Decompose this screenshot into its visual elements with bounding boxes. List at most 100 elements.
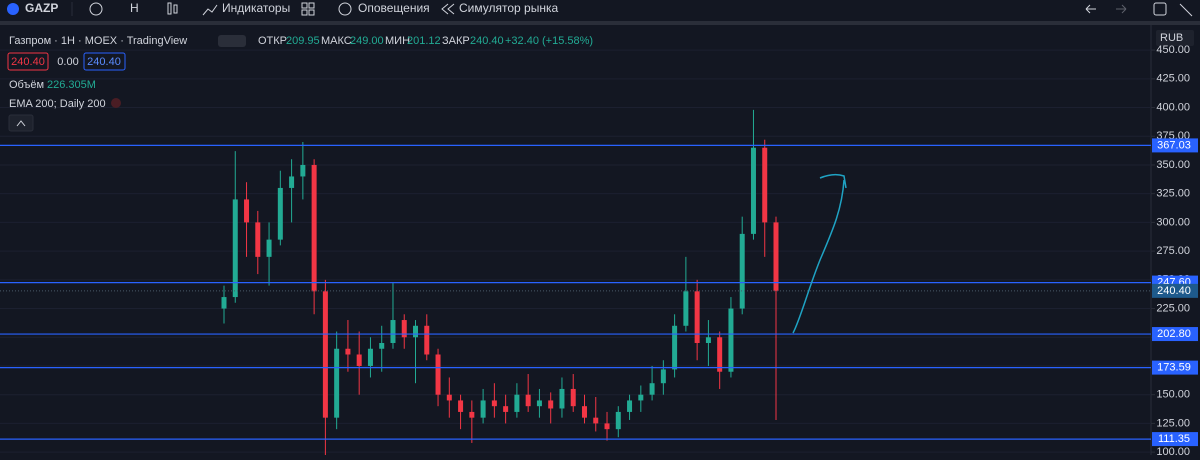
candle-body [424, 325, 430, 355]
low-value: 201.12 [407, 35, 441, 47]
candle-body [255, 222, 261, 257]
redo-button[interactable] [1116, 4, 1127, 14]
y-tick-label: 225.00 [1156, 302, 1190, 314]
candle-body [672, 325, 678, 370]
low-label: МИН [385, 35, 410, 47]
collapse-button[interactable] [8, 114, 34, 132]
candle-body [525, 394, 531, 407]
candle-body [638, 394, 644, 401]
add-button[interactable] [89, 2, 103, 16]
open-value: 209.95 [286, 35, 320, 47]
indicators[interactable]: Индикаторы [222, 1, 290, 15]
volume-value: 226.305M [47, 79, 96, 91]
candle-body [705, 337, 711, 344]
level-box [1152, 327, 1198, 342]
candle-body [277, 187, 283, 240]
toolbar: GAZP H Индикаторы Оповещения Симулятор р… [7, 1, 1193, 17]
legend: Газпром · 1H · MOEX · TradingView ОТКР 2… [7, 30, 1194, 132]
plot [0, 49, 1155, 458]
level-label: 202.80 [1157, 328, 1191, 340]
y-tick-label: 450.00 [1156, 44, 1190, 56]
alerts-icon [338, 2, 352, 16]
candle-body [367, 348, 373, 366]
candle-body [548, 400, 554, 409]
candle-body [322, 291, 328, 418]
y-tick-label: 150.00 [1156, 389, 1190, 401]
currency-box[interactable] [1156, 30, 1194, 46]
templates-button[interactable] [301, 2, 308, 9]
collapse-icon [16, 120, 26, 127]
candle-body [503, 406, 509, 412]
currency: RUB [1160, 32, 1183, 44]
level-label: 367.03 [1157, 139, 1191, 151]
level-box [1152, 360, 1198, 375]
y-tick-label: 125.00 [1156, 417, 1190, 429]
undo-button[interactable] [1085, 4, 1096, 14]
y-tick-label: 275.00 [1156, 245, 1190, 257]
bid-box[interactable] [7, 52, 49, 71]
level-label: 173.59 [1157, 362, 1191, 374]
candle-body [458, 400, 464, 412]
candle-body [604, 423, 610, 430]
snapshot-button[interactable] [1179, 3, 1193, 17]
candle-body [480, 400, 486, 418]
legend-title: Газпром · 1H · MOEX · TradingView [9, 35, 187, 47]
close-label: ЗАКР [442, 35, 470, 47]
level-box [1152, 138, 1198, 153]
chart-type-button[interactable] [167, 2, 172, 15]
ask-box[interactable] [83, 52, 126, 71]
y-tick-label: 325.00 [1156, 188, 1190, 200]
candle-body [435, 354, 441, 395]
candle-body [750, 147, 756, 234]
candle-body [514, 394, 520, 412]
legend-toggle[interactable] [218, 35, 246, 47]
replay[interactable]: Симулятор рынка [459, 1, 558, 15]
interval[interactable]: H [130, 1, 139, 15]
y-tick-label: 300.00 [1156, 216, 1190, 228]
candle-body [570, 388, 576, 407]
fullscreen-button[interactable] [1153, 2, 1167, 16]
candle-body [413, 325, 419, 338]
chart-type-icon [173, 4, 178, 14]
candle-body [491, 400, 497, 407]
candle-body [379, 343, 385, 349]
candle-body [536, 400, 542, 407]
symbol[interactable]: GAZP [25, 1, 58, 15]
candle-body [300, 164, 306, 177]
candle-body [581, 406, 587, 418]
candle-body [469, 411, 475, 418]
candle-body [244, 199, 250, 223]
candle-body [289, 176, 295, 188]
candle-body [390, 320, 396, 344]
spread: 0.00 [57, 56, 78, 68]
candle-body [446, 394, 452, 401]
candle-body [773, 222, 779, 291]
candle-body [559, 388, 565, 409]
bid: 240.40 [11, 56, 45, 68]
close-value: 240.40 [470, 35, 504, 47]
candle-body [728, 308, 734, 372]
open-label: ОТКР [258, 35, 287, 47]
indicators-icon [202, 4, 218, 16]
candle-body [593, 417, 599, 424]
candle-body [615, 411, 621, 430]
alerts[interactable]: Оповещения [358, 1, 430, 15]
templates-icon [301, 9, 308, 16]
candle-body [694, 291, 700, 344]
last-price-label: 240.40 [1157, 285, 1191, 297]
candle-body [311, 164, 317, 292]
y-tick-label: 350.00 [1156, 159, 1190, 171]
volume-label: Объём [9, 79, 44, 91]
candle-body [683, 291, 689, 326]
candle-body [739, 233, 745, 309]
ema-warning[interactable] [111, 98, 121, 108]
level-box [1152, 432, 1198, 447]
high-label: МАКС [321, 35, 352, 47]
symbol-icon [7, 3, 19, 15]
y-tick-label: 100.00 [1156, 446, 1190, 455]
level-label: 111.35 [1158, 433, 1190, 445]
candle-body [334, 348, 340, 418]
drawing-arrow-head [819, 173, 847, 189]
candle-body [356, 354, 362, 366]
